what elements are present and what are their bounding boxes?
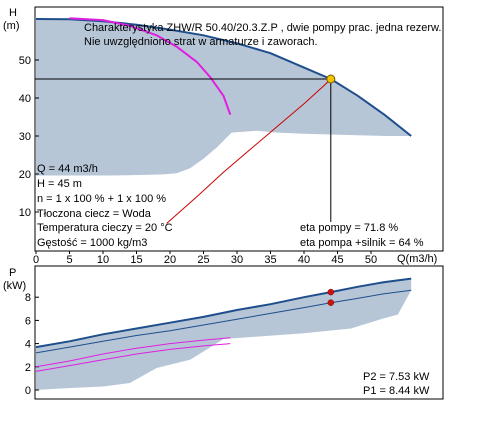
system-curve [166,78,332,224]
info-unit-efficiency: eta pompa +silnik = 64 % [300,237,424,249]
info-flow: Q = 44 m3/h [37,163,98,175]
power-tick-label: 8 [25,292,31,304]
flow-tick-label: 5 [66,254,72,266]
p1-operating-point [327,288,335,296]
flow-tick-label: 20 [164,254,176,266]
head-axis-unit: (m) [3,20,20,32]
info-pump-efficiency: eta pompy = 71.8 % [300,222,398,234]
power-tick-label: 2 [25,362,31,374]
flow-axis-label: Q(m3/h) [397,253,437,265]
chart-title: Charakterystyka ZHW/R 50.40/20.3.Z.P , d… [84,22,441,34]
info-density: Gęstość = 1000 kg/m3 [37,237,147,249]
flow-tick-label: 35 [264,254,276,266]
flow-tick-label: 15 [130,254,142,266]
operating-point-marker [326,74,336,84]
power-panel: 0 2 4 6 8 [25,277,412,397]
head-tick-label: 30 [19,131,31,143]
power-axis-label: P [9,267,16,279]
p2-operating-point [327,299,335,306]
info-temperature: Temperatura cieczy = 20 °C [37,222,173,234]
head-tick-label: 20 [19,169,31,181]
flow-tick-label: 0 [33,254,39,266]
flow-tick-label: 25 [197,254,209,266]
flow-tick-label: 30 [231,254,243,266]
flow-tick-label: 10 [97,254,109,266]
flow-tick-label: 50 [365,254,377,266]
P2-min-curve [35,343,231,372]
head-tick-label: 10 [19,207,31,219]
P2-curve [35,289,412,354]
pump-curve [35,18,412,137]
min-speed-curve [69,17,232,116]
info-speed: n = 1 x 100 % + 1 x 100 % [37,193,166,205]
head-axis-label: H [9,7,17,19]
power-tick-label: 6 [25,315,31,327]
info-liquid: Tłoczona ciecz = Woda [37,208,152,220]
P1-min-curve [35,337,231,368]
flow-tick-label: 45 [331,254,343,266]
head-panel: 10 20 30 40 50 0 5 10 15 20 25 30 35 40 45 50 [19,17,412,266]
flow-tick-label: 40 [298,254,310,266]
power-tick-label: 4 [25,339,31,351]
chart-subtitle: Nie uwzględniono strat w armaturze i zaw… [84,36,318,48]
info-p2: P2 = 7.53 kW [363,371,430,383]
power-axis-unit: (kW) [3,280,26,292]
head-tick-label: 40 [19,93,31,105]
head-tick-label: 50 [19,55,31,67]
power-operating-area [36,278,412,390]
info-p1: P1 = 8.44 kW [363,385,430,397]
P1-curve [35,277,412,349]
info-head: H = 45 m [37,178,82,190]
power-tick-label: 0 [25,385,31,397]
